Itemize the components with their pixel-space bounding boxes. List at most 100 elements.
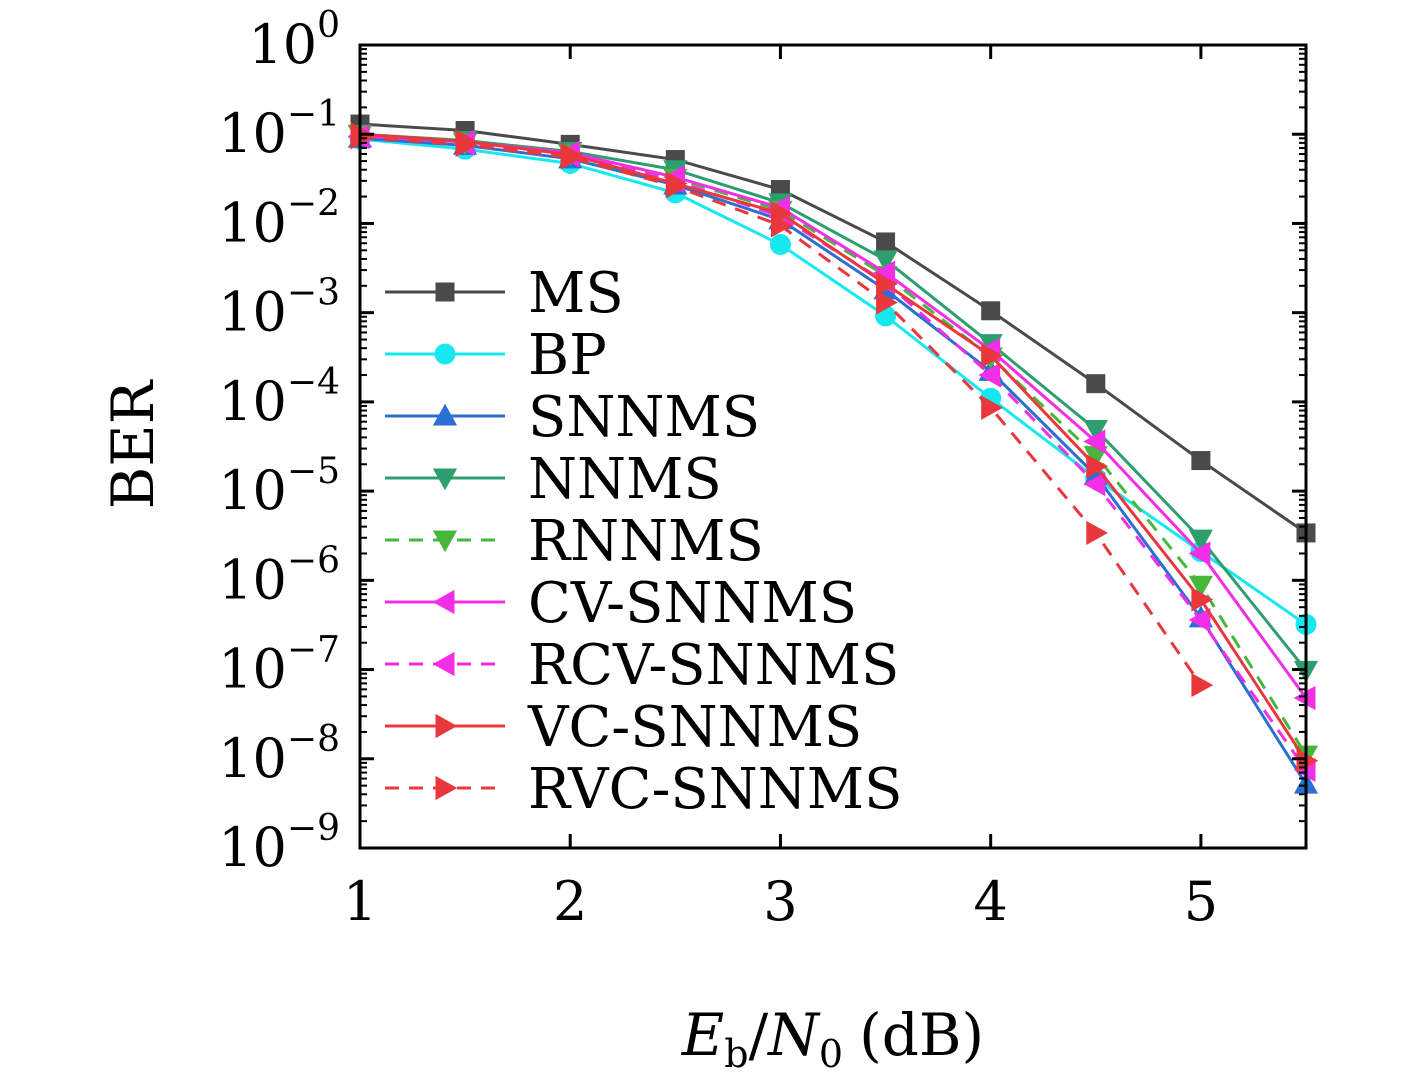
marker-circle	[769, 234, 791, 256]
x-tick-label: 4	[973, 870, 1007, 933]
series-line	[359, 133, 1308, 756]
marker-square	[876, 232, 896, 252]
y-tick-label: 10−3	[218, 273, 340, 344]
x-axis-title-unit: (dB)	[859, 1001, 984, 1069]
x-axis-title-sub-0: 0	[819, 1032, 843, 1076]
plot-frame	[358, 43, 1308, 850]
marker-triangle-right	[560, 145, 583, 170]
marker-square	[435, 282, 455, 302]
marker-triangle-right	[876, 271, 898, 297]
marker-triangle-down	[1188, 575, 1213, 598]
y-tick-label: 100	[248, 5, 340, 76]
legend-label: RNNMS	[528, 509, 764, 574]
legend: MSBPSNNMSNNMSRNNMSCV-SNNMSRCV-SNNMSVC-SN…	[385, 261, 902, 822]
marker-triangle-left	[1083, 471, 1106, 497]
y-tick-label: 10−2	[218, 183, 340, 254]
series-layer	[347, 114, 1319, 794]
marker-triangle-right	[435, 713, 458, 739]
marker-triangle-left	[432, 589, 455, 615]
marker-triangle-right	[1086, 520, 1109, 546]
y-tick-label: 10−1	[218, 94, 340, 165]
y-tick-label: 10−4	[218, 362, 340, 433]
marker-square	[981, 301, 1001, 321]
legend-item: BP	[385, 323, 607, 388]
axis-ticks: 1 2 3 4 510010−110−210−310−410−510−610−710−8…	[218, 5, 1306, 933]
marker-triangle-left	[432, 651, 455, 677]
y-tick-label: 10−5	[218, 451, 340, 522]
legend-label: CV-SNNMS	[528, 571, 857, 636]
x-tick-label: 2	[553, 870, 587, 933]
marker-triangle-right	[665, 174, 688, 199]
x-tick-label: 3	[763, 870, 797, 933]
legend-item: RVC-SNNMS	[385, 757, 902, 822]
y-tick-base: 10	[218, 370, 287, 433]
marker-triangle-right	[876, 290, 898, 315]
marker-square	[1191, 451, 1211, 471]
x-tick-label: 5	[1184, 870, 1218, 933]
y-tick-base: 10	[218, 816, 287, 879]
legend-item: SNNMS	[385, 385, 760, 450]
legend-item: NNMS	[385, 447, 722, 512]
y-tick-label: 10−6	[218, 540, 340, 611]
x-tick-label: 1	[343, 870, 377, 933]
marker-triangle-down	[1083, 420, 1108, 442]
marker-triangle-right	[981, 395, 1003, 420]
legend-item: MS	[385, 261, 624, 326]
marker-triangle-down	[1188, 529, 1213, 552]
series-bp	[349, 128, 1317, 635]
legend-label: SNNMS	[528, 385, 760, 450]
marker-triangle-right	[770, 213, 793, 238]
legend-item: VC-SNNMS	[385, 695, 862, 760]
legend-label: RVC-SNNMS	[528, 757, 902, 822]
y-tick-exponent: −7	[287, 630, 340, 671]
y-tick-label: 10−9	[218, 808, 340, 879]
y-tick-exponent: −2	[287, 183, 340, 224]
x-axis-title-sub-b: b	[724, 1032, 748, 1076]
y-tick-base: 10	[218, 191, 287, 254]
y-tick-exponent: −1	[287, 94, 340, 135]
y-tick-exponent: −5	[287, 451, 340, 492]
y-tick-exponent: −6	[287, 540, 340, 581]
marker-triangle-down	[432, 530, 458, 553]
marker-square	[1086, 374, 1106, 394]
y-tick-exponent: 0	[317, 5, 340, 46]
legend-label: MS	[528, 261, 624, 326]
marker-triangle-up	[432, 403, 458, 426]
marker-triangle-right	[1191, 672, 1214, 698]
y-tick-base: 10	[218, 102, 287, 165]
series-line	[359, 132, 1308, 762]
x-axis-title: Eb/N0 (dB)	[681, 1001, 984, 1076]
series-line	[359, 137, 1307, 626]
marker-circle	[434, 343, 456, 365]
series-line	[359, 122, 1307, 535]
marker-triangle-down	[432, 468, 458, 491]
y-axis-title: BER	[99, 378, 167, 509]
x-axis-title-symbol-n: N	[766, 1001, 821, 1069]
marker-triangle-right	[435, 775, 458, 801]
marker-triangle-down	[873, 250, 898, 273]
x-axis-title-symbol-e: E	[681, 1001, 724, 1069]
y-tick-base: 10	[218, 281, 287, 344]
y-tick-base: 10	[248, 13, 317, 76]
legend-item: RCV-SNNMS	[385, 633, 899, 698]
marker-triangle-right	[455, 132, 478, 157]
y-tick-exponent: −8	[287, 719, 340, 760]
y-tick-exponent: −3	[287, 273, 340, 314]
y-tick-base: 10	[218, 727, 287, 790]
y-tick-base: 10	[218, 638, 287, 701]
legend-label: NNMS	[528, 447, 722, 512]
y-tick-exponent: −9	[287, 808, 340, 849]
legend-label: BP	[528, 323, 607, 388]
marker-triangle-left	[1083, 429, 1106, 454]
marker-triangle-left	[1188, 541, 1211, 566]
legend-label: VC-SNNMS	[527, 695, 862, 760]
legend-item: RNNMS	[385, 509, 764, 574]
y-tick-base: 10	[218, 548, 287, 611]
marker-triangle-right	[1191, 587, 1214, 612]
y-tick-base: 10	[218, 459, 287, 522]
series-line	[359, 136, 1308, 785]
y-tick-label: 10−8	[218, 719, 340, 790]
legend-item: CV-SNNMS	[385, 571, 857, 636]
marker-triangle-right	[1086, 454, 1109, 479]
